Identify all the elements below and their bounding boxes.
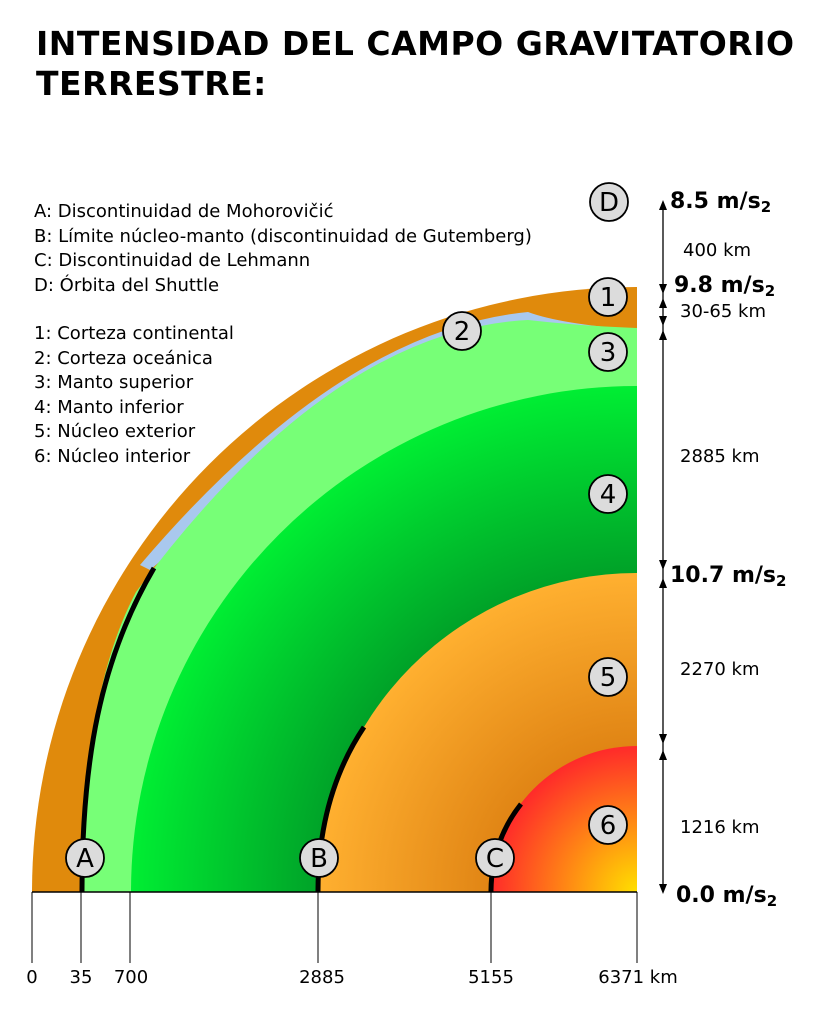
- legend-item-b: B: Límite núcleo-manto (discontinuidad d…: [34, 225, 532, 247]
- axis-label-2885: 2885: [299, 967, 345, 988]
- svg-text:C: C: [486, 844, 504, 874]
- dimension-line: [659, 200, 667, 894]
- legend-item-d: D: Órbita del Shuttle: [34, 274, 220, 296]
- svg-text:3: 3: [600, 338, 617, 368]
- svg-text:5: 5: [600, 663, 617, 693]
- title-line-1: INTENSIDAD DEL CAMPO GRAVITATORIO: [36, 24, 795, 63]
- layer-marker-5: 5: [588, 657, 628, 697]
- svg-text:2: 2: [454, 317, 471, 347]
- legend-item-4: 4: Manto inferior: [34, 396, 184, 418]
- layer-marker-2: 2: [442, 311, 482, 351]
- svg-text:A: A: [76, 844, 94, 874]
- discontinuity-marker-c: C: [475, 838, 515, 878]
- gravity-value-surface: 9.8 m/s2: [674, 273, 775, 300]
- legend-item-c: C: Discontinuidad de Lehmann: [34, 250, 311, 271]
- svg-text:D: D: [599, 188, 619, 218]
- layer-legend: 1: Corteza continental 2: Corteza oceáni…: [34, 322, 234, 469]
- layer-marker-3: 3: [588, 332, 628, 372]
- layer-marker-4: 4: [588, 474, 628, 514]
- axis-label-700: 700: [114, 967, 148, 988]
- legend-item-5: 5: Núcleo exterior: [34, 421, 196, 442]
- axis-label-0: 0: [26, 967, 37, 988]
- thickness-crust: 30-65 km: [680, 301, 766, 322]
- layer-marker-6: 6: [588, 805, 628, 845]
- axis-label-35: 35: [70, 967, 93, 988]
- svg-text:6: 6: [600, 811, 617, 841]
- svg-text:4: 4: [600, 480, 617, 510]
- radius-axis-ticks: [31, 892, 638, 963]
- axis-label-6371: 6371 km: [598, 967, 678, 988]
- radius-axis-labels: 0 35 700 2885 5155 6371 km: [26, 967, 677, 988]
- discontinuity-marker-d: D: [589, 182, 629, 222]
- legend-item-a: A: Discontinuidad de Mohorovičić: [34, 201, 334, 222]
- legend-item-1: 1: Corteza continental: [34, 323, 234, 344]
- thickness-mantle: 2885 km: [680, 446, 760, 467]
- axis-label-5155: 5155: [468, 967, 514, 988]
- inner-core-layer: [491, 746, 637, 892]
- discontinuity-legend: A: Discontinuidad de Mohorovičić B: Lími…: [34, 200, 532, 298]
- svg-text:1: 1: [600, 283, 617, 313]
- legend-item-3: 3: Manto superior: [34, 372, 194, 393]
- legend-item-2: 2: Corteza oceánica: [34, 347, 213, 369]
- thickness-outer-core: 2270 km: [680, 659, 760, 680]
- title-line-2: TERRESTRE:: [36, 64, 267, 103]
- thickness-inner-core: 1216 km: [680, 817, 760, 838]
- gravity-value-shuttle: 8.5 m/s2: [670, 189, 771, 216]
- diagram-title: INTENSIDAD DEL CAMPO GRAVITATORIO TERRES…: [36, 24, 795, 104]
- layer-marker-1: 1: [588, 277, 628, 317]
- legend-item-6: 6: Núcleo interior: [34, 445, 191, 467]
- gravity-value-center: 0.0 m/s2: [676, 883, 777, 910]
- gravity-value-core-mantle: 10.7 m/s2: [670, 563, 786, 590]
- thickness-orbit: 400 km: [683, 240, 751, 261]
- discontinuity-marker-a: A: [65, 838, 105, 878]
- svg-text:B: B: [310, 844, 328, 874]
- discontinuity-marker-b: B: [299, 838, 339, 878]
